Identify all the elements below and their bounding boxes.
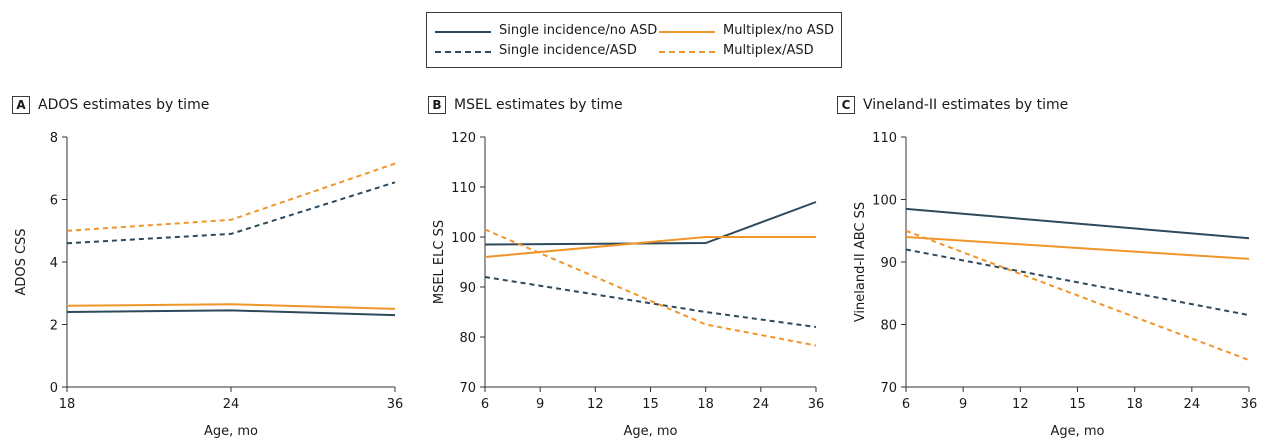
legend-swatch-single-no-asd — [435, 31, 491, 33]
legend-swatch-multiplex-asd — [659, 51, 715, 53]
panel-c-x-tick-label: 9 — [959, 397, 967, 412]
panel-b-x-tick-label: 36 — [808, 397, 825, 412]
panel-a-series-multiplex-asd — [66, 162, 396, 232]
panel-b-y-tick-label: 110 — [451, 181, 476, 196]
panel-c-x-axis-title: Age, mo — [1050, 424, 1104, 439]
legend-swatch-multiplex-no-asd — [659, 31, 715, 33]
panel-b-y-tick-label: 120 — [451, 131, 476, 146]
panel-a-series-multiplex-no-asd — [66, 303, 396, 310]
legend-label-single-asd: Single incidence/ASD — [499, 43, 637, 58]
panel-c-x-tick-label: 36 — [1241, 397, 1258, 412]
panel-c-x-tick-label: 12 — [1012, 397, 1029, 412]
panel-c-y-axis-title: Vineland-II ABC SS — [853, 202, 868, 322]
panel-a-y-tick-label: 8 — [50, 131, 58, 146]
legend-label-single-no-asd: Single incidence/no ASD — [499, 23, 658, 38]
panel-b-x-axis-title: Age, mo — [623, 424, 677, 439]
panel-b-series-single-incidence-asd — [484, 276, 817, 328]
panel-c-x-tick-label: 6 — [902, 397, 910, 412]
panel-a-y-tick-label: 2 — [50, 319, 58, 334]
panel-b-x-tick-label: 9 — [536, 397, 544, 412]
panel-b-x-tick-label: 18 — [697, 397, 714, 412]
panel-a-y-axis-title: ADOS CSS — [14, 228, 29, 295]
panel-a-x-tick-label: 24 — [223, 397, 240, 412]
panel-a-x-tick-label: 18 — [59, 397, 76, 412]
panel-b-y-tick-label: 70 — [459, 381, 476, 396]
panel-a-title: ADOS estimates by time — [38, 97, 210, 113]
panel-b-y-axis-title: MSEL ELC SS — [432, 220, 447, 304]
panel-b-series-multiplex-asd — [484, 228, 817, 347]
panel-b-x-tick-label: 6 — [481, 397, 489, 412]
panel-c-x-tick-label: 18 — [1126, 397, 1143, 412]
panel-a-y-tick-label: 0 — [50, 381, 58, 396]
panel-b-y-tick-label: 100 — [451, 231, 476, 246]
panel-a-y-tick-label: 6 — [50, 194, 58, 209]
panel-b-title: MSEL estimates by time — [454, 97, 623, 113]
panel-b-x-tick-label: 12 — [587, 397, 604, 412]
panel-c-y-tick-label: 100 — [872, 194, 897, 209]
panel-a-letter: A — [12, 96, 30, 114]
panel-b-x-tick-label: 24 — [753, 397, 770, 412]
panel-b-letter: B — [428, 96, 446, 114]
panel-c-y-tick-label: 80 — [880, 319, 897, 334]
panel-b-x-tick-label: 15 — [642, 397, 659, 412]
panel-c-y-tick-label: 110 — [872, 131, 897, 146]
panel-a-x-tick-label: 36 — [387, 397, 404, 412]
panel-c-y-tick-label: 70 — [880, 381, 897, 396]
panel-c-series-single-incidence-no-asd — [905, 207, 1250, 240]
panel-c-series-multiplex-no-asd — [905, 236, 1250, 260]
panel-b-y-tick-label: 80 — [459, 331, 476, 346]
panel-b-y-tick-label: 90 — [459, 281, 476, 296]
chart-legend: Single incidence/no ASD Multiplex/no ASD… — [426, 12, 842, 68]
panel-c-title: Vineland-II estimates by time — [863, 97, 1069, 113]
panel-c-letter: C — [837, 96, 855, 114]
panel-c-series-single-incidence-asd — [905, 248, 1250, 317]
panel-c-x-tick-label: 15 — [1069, 397, 1086, 412]
panel-a-x-axis-title: Age, mo — [204, 424, 258, 439]
legend-label-multiplex-no-asd: Multiplex/no ASD — [723, 23, 834, 38]
panel-a-series-single-incidence-asd — [66, 181, 396, 245]
panel-b-series-multiplex-no-asd — [484, 236, 816, 258]
panel-a-y-tick-label: 4 — [50, 256, 58, 271]
legend-label-multiplex-asd: Multiplex/ASD — [723, 43, 814, 58]
panel-b-series-single-incidence-no-asd — [484, 201, 817, 246]
panel-c-y-tick-label: 90 — [880, 256, 897, 271]
legend-swatch-single-asd — [435, 51, 491, 53]
panel-c-x-tick-label: 24 — [1184, 397, 1201, 412]
panel-c-series-multiplex-asd — [905, 229, 1250, 362]
panel-a-series-single-incidence-no-asd — [66, 309, 396, 317]
